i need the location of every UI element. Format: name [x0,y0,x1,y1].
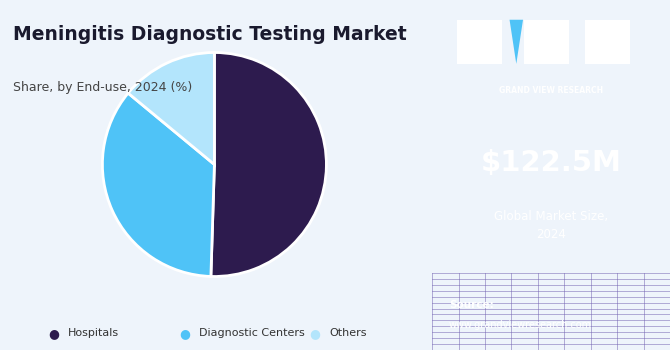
Text: Global Market Size,
2024: Global Market Size, 2024 [494,210,608,241]
Text: ●: ● [48,327,59,340]
Wedge shape [128,52,214,164]
Text: Diagnostic Centers: Diagnostic Centers [199,328,305,338]
Text: Hospitals: Hospitals [68,328,119,338]
Text: Others: Others [330,328,367,338]
FancyBboxPatch shape [524,20,569,64]
Text: ●: ● [310,327,320,340]
Text: GRAND VIEW RESEARCH: GRAND VIEW RESEARCH [499,86,603,95]
Text: Source:: Source: [449,300,494,309]
FancyBboxPatch shape [585,20,630,64]
Text: $122.5M: $122.5M [480,149,622,177]
Polygon shape [510,20,523,64]
Text: www.grandviewresearch.com: www.grandviewresearch.com [449,321,592,330]
Text: Meningitis Diagnostic Testing Market: Meningitis Diagnostic Testing Market [13,25,407,43]
Wedge shape [211,52,326,276]
Text: Share, by End-use, 2024 (%): Share, by End-use, 2024 (%) [13,80,193,93]
Text: ●: ● [179,327,190,340]
FancyBboxPatch shape [457,20,502,64]
Wedge shape [103,93,214,276]
